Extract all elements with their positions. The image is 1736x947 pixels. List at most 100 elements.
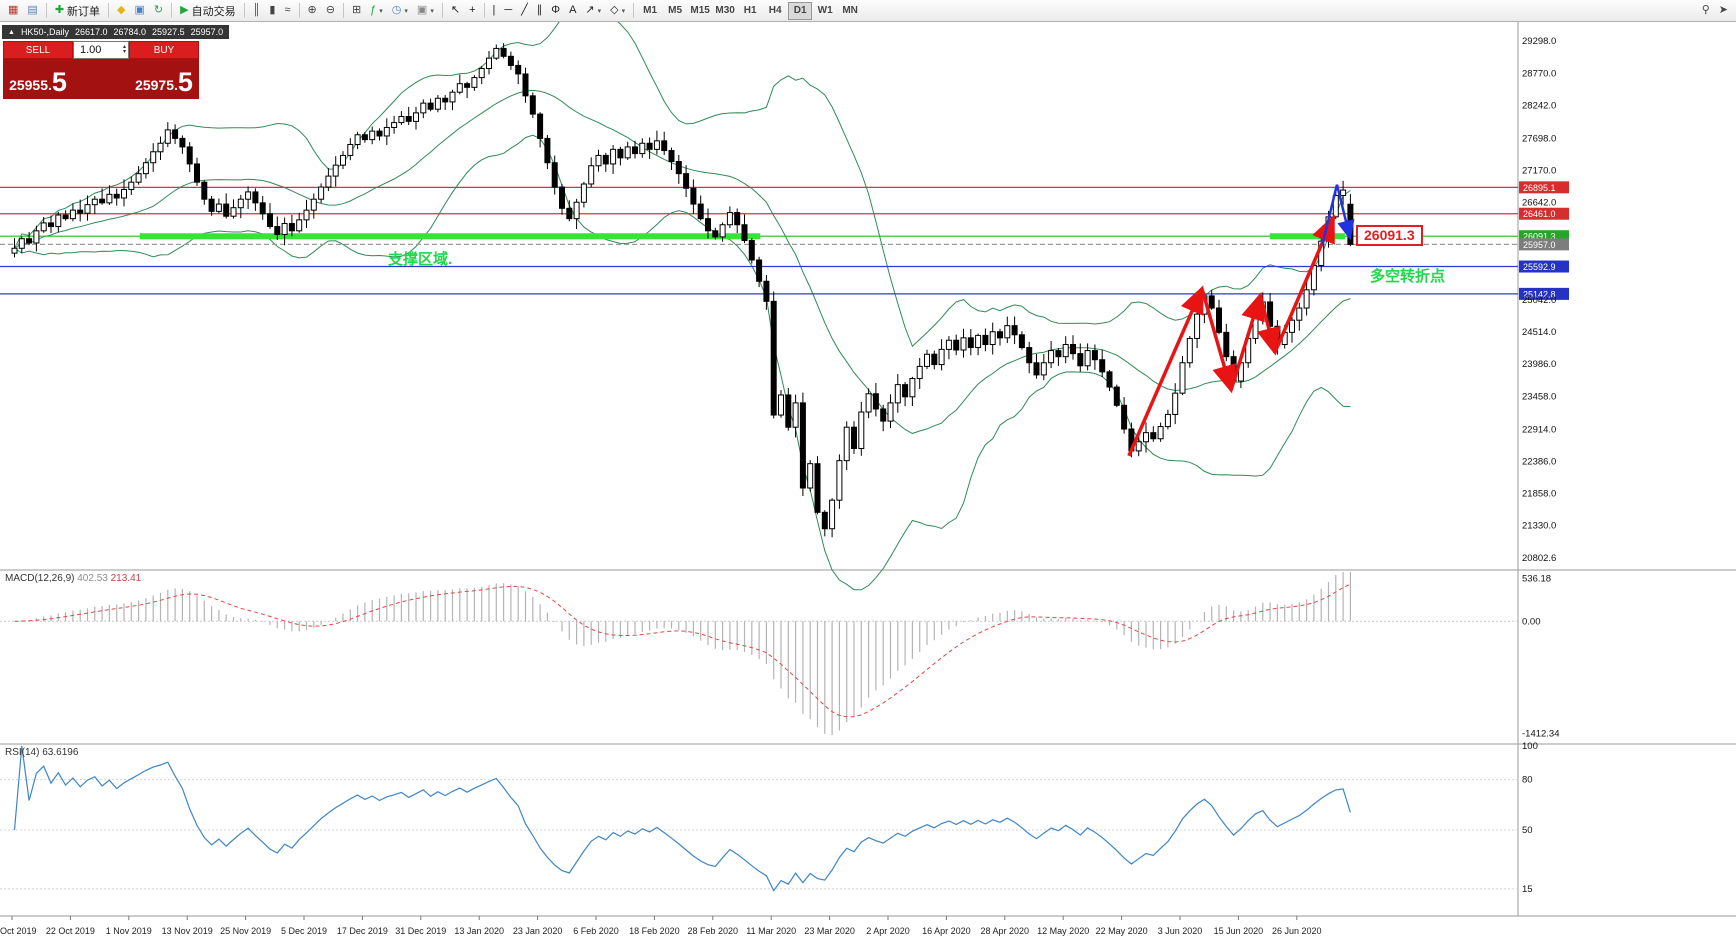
vertical-line-button[interactable]: | [489,2,500,20]
line-chart-icon: ≈ [284,4,291,16]
dropdown-caret-icon: ▾ [430,7,434,15]
profiles-button[interactable]: ▤ [23,2,41,20]
support-zone-label[interactable]: 支撑区域. [388,251,453,269]
search-button[interactable]: ⚲ [1698,2,1714,20]
volume-up-icon[interactable]: ▴ [122,44,126,50]
horizontal-line-button[interactable]: ─ [500,2,516,20]
shapes-button[interactable]: ◇ ▾ [606,2,629,20]
toolbar-separator [171,3,173,18]
zoom-in-button[interactable]: ⊕ [304,2,321,20]
cursor-icon: ↖ [450,4,461,16]
timeframe-h1-button[interactable]: H1 [743,5,757,16]
blue-arrow[interactable] [1321,184,1339,246]
toolbar-separator [483,3,485,18]
date-axis-label: 17 Dec 2019 [337,926,388,936]
fibonacci-button[interactable]: Φ [547,2,564,20]
toolbar-separator [633,3,635,18]
timeframe-mn-button[interactable]: MN [842,5,858,16]
sell-price[interactable]: 25955. 5 [3,59,73,99]
date-axis-label: 28 Feb 2020 [688,926,739,936]
date-axis-label: 25 Nov 2019 [220,926,271,936]
sell-price-big-digit: 5 [51,67,67,97]
trend-arrow[interactable] [1200,288,1237,394]
price-badge-label: 26895.1 [1523,183,1556,193]
indicators-button[interactable]: ƒ ▾ [366,2,387,20]
date-axis-label: 28 Apr 2020 [981,926,1030,936]
new-chart-button[interactable]: ▦ [4,2,22,20]
toolbar-separator [441,3,443,18]
trendline-icon: ╱ [521,4,528,16]
timeframe-m15-button[interactable]: M15 [690,5,710,16]
timeframe-h4-button[interactable]: H4 [768,5,782,16]
price-axis-label: 22914.0 [1522,424,1556,435]
macd-indicator-label: MACD(12,26,9) 402.53 213.41 [5,573,141,584]
turning-point-label[interactable]: 多空转折点 [1370,268,1446,286]
price-axis-label: 20802.6 [1522,553,1556,564]
dropdown-caret-icon: ▾ [404,7,408,15]
cursor-button[interactable]: ↖ [447,2,464,20]
refresh-button[interactable]: ↻ [150,2,167,20]
buy-button[interactable]: BUY [129,41,199,59]
timeframe-w1-button[interactable]: W1 [817,5,833,16]
text-icon: A [569,4,577,16]
macd-main-value: 402.53 [77,573,108,584]
text-button[interactable]: A [565,2,580,20]
channel-button[interactable]: ∥ [533,2,547,20]
dropdown-caret-icon: ▾ [597,7,602,15]
trend-arrow[interactable] [1229,291,1265,391]
macd-signal-value: 213.41 [110,573,142,584]
volume-field[interactable]: 1.00 ▴ ▾ [73,41,129,59]
autotrade-button[interactable]: ▶ 自动交易 [176,2,239,20]
timeframe-m1-button[interactable]: M1 [643,5,658,16]
line-chart-button[interactable]: ≈ [280,2,294,20]
zoom-out-button[interactable]: ⊖ [322,2,339,20]
macd-axis-label: 536.18 [1522,574,1551,585]
candlestick-button[interactable]: ▮ [265,2,279,20]
tile-windows-icon: ⊞ [351,4,362,16]
buy-price[interactable]: 25975. 5 [129,59,199,99]
new-order-button-label: 新订单 [67,5,101,18]
candles-layer [11,43,1354,538]
trend-arrow[interactable] [1127,285,1204,457]
price-chart[interactable]: 26895.126461.026091.325957.025592.925142… [0,22,1736,947]
blue-arrow[interactable] [1335,184,1355,241]
cycles-button[interactable]: ◷ ▾ [388,2,412,20]
history-center-button[interactable]: ▣ [131,2,149,20]
symbol-name: HK50-,Daily [20,27,69,37]
templates-button[interactable]: ▣ ▾ [413,2,438,20]
toolbar-separator [108,3,110,18]
date-axis-label: 12 May 2020 [1037,926,1089,936]
macd-name: MACD(12,26,9) [5,573,75,584]
history-icon: ▣ [134,4,145,16]
price-badge [1519,207,1569,220]
metaeditor-icon: ◆ [117,4,126,16]
timeframe-m30-button[interactable]: M30 [715,5,735,16]
price-axis-label: 29298.0 [1522,36,1556,47]
trendline-button[interactable]: ╱ [517,2,532,20]
zoom-in-icon: ⊕ [307,4,317,16]
new-order-button[interactable]: ✚ 新订单 [51,2,104,20]
volume-down-icon[interactable]: ▾ [122,49,126,55]
pointer-icon: ➤ [1718,4,1728,16]
crosshair-button[interactable]: + [465,2,479,20]
price-tag-label[interactable]: 26091.3 [1356,225,1423,247]
metaeditor-button[interactable]: ◆ [113,2,129,20]
macd-axis-label: -1412.34 [1522,728,1560,739]
timeframe-d1-button[interactable]: D1 [788,1,813,20]
trade-panel-gap [73,59,129,99]
ohlc-close: 25957.0 [190,27,224,37]
dropdown-caret-icon: ▾ [379,7,383,15]
price-axis-label: 21330.0 [1522,521,1556,532]
date-axis-label: 22 May 2020 [1096,926,1148,936]
tile-windows-button[interactable]: ⊞ [348,2,365,20]
quick-nav-button[interactable]: ➤ [1715,2,1732,20]
date-axis-label: 1 Nov 2019 [106,926,152,936]
timeframe-m5-button[interactable]: M5 [668,5,683,16]
arrows-button[interactable]: ↗ ▾ [581,2,605,20]
date-axis-label: 6 Feb 2020 [573,926,619,936]
trend-arrow[interactable] [1256,294,1281,356]
bar-chart-button[interactable]: ║ [249,2,265,20]
dropdown-caret-icon: ▾ [621,7,626,15]
sell-button[interactable]: SELL [3,41,73,59]
date-axis-label: 22 Oct 2019 [46,926,95,936]
